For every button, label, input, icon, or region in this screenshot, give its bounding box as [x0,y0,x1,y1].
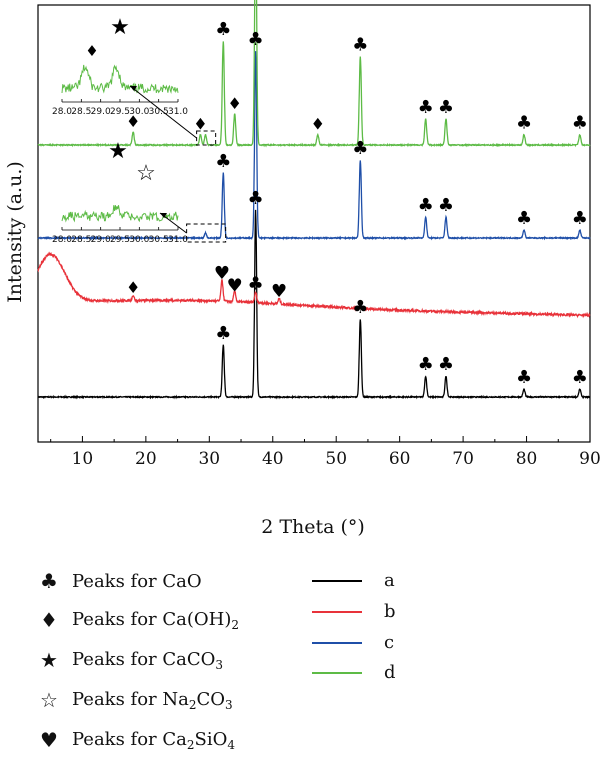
inset-tick-label: 31.0 [168,107,188,117]
legend-entry-caoh2: ♦ Peaks for Ca(OH)2 [38,608,239,632]
series-c-line [37,51,591,241]
filled-star-icon: ★ [110,15,130,40]
x-tick-label: 50 [325,449,347,469]
club-icon: ♣ [352,35,368,56]
x-axis-title: 2 Theta (°) [261,516,365,538]
club-icon: ♣ [215,323,231,344]
series-b-line [37,251,591,319]
legend-swatch-b [312,610,362,613]
diamond-icon: ♦ [126,278,140,297]
series-d-line [37,0,591,148]
legend-label-caoh2: Peaks for Ca(OH)2 [72,608,240,632]
club-icon: ♣ [418,354,434,375]
zoom-arrow [129,85,197,139]
filled-star-icon: ★ [40,648,58,672]
diamond-icon: ♦ [193,115,207,134]
legend-label-ca2sio4: Peaks for Ca2SiO4 [72,728,236,752]
inset-trace [61,64,179,95]
x-tick-label: 60 [389,449,411,469]
diamond-icon: ♦ [311,115,325,134]
arrow-head-icon [130,86,137,91]
inset-tick-label: 29.0 [91,235,111,245]
filled-star-icon: ★ [108,139,128,164]
inset-trace [61,205,179,223]
inset-tick-label: 29.0 [91,107,111,117]
x-tick-label: 10 [72,449,94,469]
inset-tick-label: 28.0 [52,235,72,245]
arrow-head-icon [160,213,167,218]
open-star-icon: ☆ [136,161,156,186]
legend-entry-ca2sio4: ♥ Peaks for Ca2SiO4 [38,728,235,752]
club-icon: ♣ [516,113,532,134]
inset-tick-label: 30.0 [129,235,149,245]
legend-entry-caco3: ★ Peaks for CaCO3 [38,648,223,672]
club-icon: ♣ [40,569,58,593]
legend-series-c: c [312,632,394,653]
inset-tick-label: 28.5 [71,235,91,245]
club-icon: ♣ [418,97,434,118]
club-icon: ♣ [572,208,588,229]
inset-tick-label: 28.0 [52,107,72,117]
inset-tick-label: 30.5 [149,107,169,117]
inset-tick-label: 31.0 [168,235,188,245]
diamond-icon: ♦ [228,94,242,113]
heart-icon: ♥ [271,281,287,302]
diamond-icon: ♦ [126,112,140,131]
inset-tick-label: 28.5 [71,107,91,117]
legend-swatch-d [312,671,362,674]
club-icon: ♣ [418,195,434,216]
legend-series-a: a [312,570,395,591]
club-icon: ♣ [215,19,231,40]
legend-series-d: d [312,662,396,683]
xrd-chart: ♣♣♣♣♣♣♣♦♥♥♣♥♣♣♣♣♣♣♣♦♦♣♦♣♦♣♣♣♣♣ 28.028.52… [4,0,600,538]
club-icon: ♣ [248,274,264,295]
plot-frame [37,4,591,443]
x-tick-label: 40 [262,449,284,469]
legend-entry-na2co3: ☆ Peaks for Na2CO3 [38,688,233,712]
legend-label-cao: Peaks for CaO [72,570,202,592]
club-icon: ♣ [438,354,454,375]
legend-series-b: b [312,601,396,622]
club-icon: ♣ [438,97,454,118]
inset-tick-label: 30.5 [149,235,169,245]
legend-label-c: c [384,632,395,653]
legend-label-b: b [384,601,396,622]
diamond-icon: ♦ [40,608,58,632]
legend-label-a: a [384,570,395,591]
club-icon: ♣ [352,138,368,159]
heart-icon: ♥ [214,263,230,284]
x-tick-label: 20 [135,449,157,469]
legend-swatch-c [312,641,362,644]
club-icon: ♣ [248,188,264,209]
heart-icon: ♥ [40,728,58,752]
inset-tick-label: 30.0 [129,107,149,117]
heart-icon: ♥ [227,276,243,297]
club-icon: ♣ [215,151,231,172]
club-icon: ♣ [516,208,532,229]
legend-swatch-a [312,579,362,582]
club-icon: ♣ [352,297,368,318]
diamond-icon: ♦ [85,42,98,60]
legend-label-d: d [384,662,396,683]
x-tick-label: 80 [516,449,538,469]
x-tick-label: 70 [452,449,474,469]
series-a-line [37,209,591,400]
legend-label-na2co3: Peaks for Na2CO3 [72,688,233,712]
x-tick-label: 30 [198,449,220,469]
club-icon: ♣ [516,367,532,388]
inset-tick-label: 29.5 [110,107,130,117]
legend-label-caco3: Peaks for CaCO3 [72,648,224,672]
inset-tick-label: 29.5 [110,235,130,245]
y-axis-title: Intensity (a.u.) [4,161,26,303]
club-icon: ♣ [248,29,264,50]
club-icon: ♣ [438,195,454,216]
club-icon: ♣ [572,367,588,388]
open-star-icon: ☆ [40,688,58,712]
legend-entry-cao: ♣ Peaks for CaO [38,569,202,593]
x-tick-label: 90 [579,449,600,469]
club-icon: ♣ [572,113,588,134]
